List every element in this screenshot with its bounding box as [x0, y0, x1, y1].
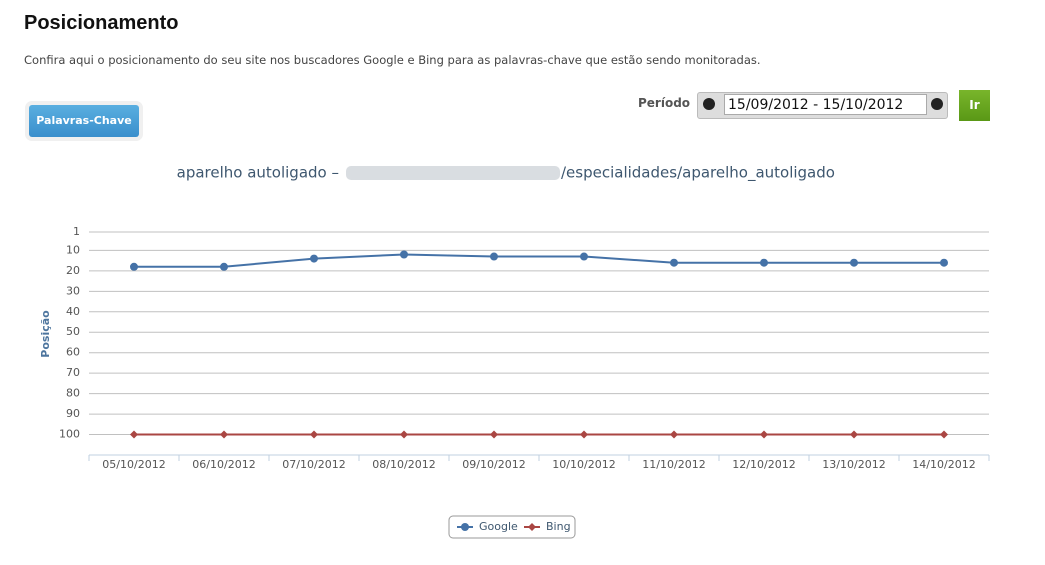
keywords-button[interactable]: Palavras-Chave: [29, 105, 139, 137]
legend-marker[interactable]: [461, 523, 469, 531]
data-point: [760, 430, 768, 439]
data-point: [580, 252, 588, 261]
x-tick-label: 06/10/2012: [192, 458, 255, 471]
y-tick-label: 100: [59, 428, 80, 441]
y-tick-label: 60: [66, 346, 80, 359]
y-tick-label: 40: [66, 305, 80, 318]
y-axis-label: Posição: [39, 310, 52, 358]
data-point: [130, 262, 138, 271]
legend-marker[interactable]: [528, 523, 536, 531]
data-point: [400, 250, 408, 259]
next-button[interactable]: [931, 98, 943, 110]
x-tick-label: 11/10/2012: [642, 458, 705, 471]
y-tick-label: 80: [66, 387, 80, 400]
x-tick-label: 13/10/2012: [822, 458, 885, 471]
data-point: [850, 258, 858, 267]
go-button[interactable]: Ir: [959, 90, 990, 121]
data-point: [850, 430, 858, 439]
x-tick-label: 10/10/2012: [552, 458, 615, 471]
data-point: [400, 430, 408, 439]
x-tick-label: 08/10/2012: [372, 458, 435, 471]
legend-box: [448, 515, 576, 539]
y-tick-label: 10: [66, 243, 80, 256]
data-point: [310, 430, 318, 439]
chart-title: /especialidades/aparelho_autoligado: [561, 164, 835, 183]
legend-label[interactable]: Google: [479, 520, 518, 533]
y-tick-label: 90: [66, 407, 80, 420]
x-tick-label: 09/10/2012: [462, 458, 525, 471]
description: Confira aqui o posicionamento do seu sit…: [24, 53, 761, 67]
data-point: [220, 430, 228, 439]
data-point: [310, 254, 318, 263]
data-point: [940, 430, 948, 439]
x-tick-label: 12/10/2012: [732, 458, 795, 471]
y-tick-label: 1: [73, 225, 80, 238]
data-point: [760, 258, 768, 267]
series-line: [134, 253, 944, 268]
x-tick-label: 05/10/2012: [102, 458, 165, 471]
data-point: [670, 258, 678, 267]
y-tick-label: 70: [66, 366, 80, 379]
data-point: [490, 430, 498, 439]
date-input[interactable]: 15/09/2012 - 15/10/2012: [724, 94, 927, 115]
data-point: [220, 262, 228, 271]
data-point: [490, 252, 498, 261]
page-title: Posicionamento: [24, 12, 179, 34]
y-tick-label: 30: [66, 284, 80, 297]
chart-title: aparelho autoligado –: [177, 164, 339, 182]
legend-label[interactable]: Bing: [546, 520, 571, 533]
x-tick-label: 07/10/2012: [282, 458, 345, 471]
x-tick-label: 14/10/2012: [912, 458, 975, 471]
data-point: [580, 430, 588, 439]
data-point: [130, 430, 138, 439]
y-tick-label: 20: [66, 264, 80, 277]
blurred-domain: [346, 166, 560, 180]
data-point: [940, 258, 948, 267]
period-label: Período: [638, 96, 691, 110]
prev-button[interactable]: [703, 98, 715, 110]
y-tick-label: 50: [66, 325, 80, 338]
data-point: [670, 430, 678, 439]
